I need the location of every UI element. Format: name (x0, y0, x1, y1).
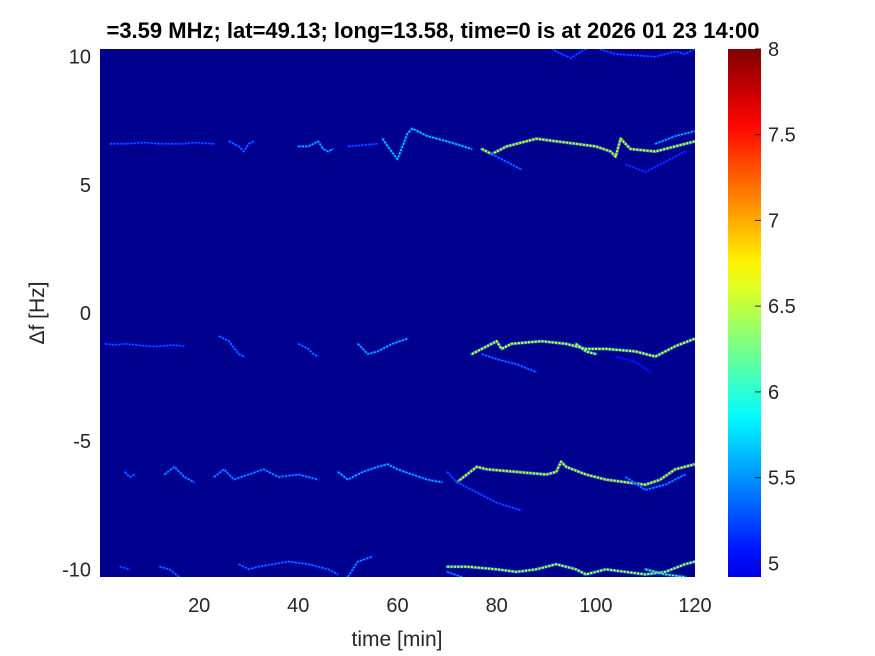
trace-plus6-h (655, 130, 695, 145)
trace-plus6-c (298, 140, 334, 153)
trace-plus6-f (481, 137, 695, 158)
spectrogram-traces (103, 49, 695, 577)
colorbar-tick-label: 7 (768, 210, 779, 232)
y-tick-label: 0 (80, 303, 91, 325)
trace-plus6-e (382, 127, 473, 160)
trace-plus6-a (109, 141, 215, 145)
x-tick-label: 80 (486, 595, 508, 617)
trace-plus6-d (347, 143, 378, 148)
colorbar-tick-label: 8 (768, 39, 779, 61)
y-tick-label: 5 (80, 175, 91, 197)
y-tick-label: -5 (73, 431, 91, 453)
trace-minus1-b (218, 335, 245, 358)
y-axis-label: Δf [Hz] (26, 281, 49, 344)
trace-minus1-h (615, 355, 651, 373)
colorbar-tick-label: 5 (768, 553, 779, 575)
trace-minus10-d (347, 555, 373, 577)
trace-minus1-c (297, 343, 319, 358)
trace-minus10-f (446, 571, 463, 577)
trace-plus6-g (491, 153, 522, 171)
trace-minus6-b (164, 466, 195, 483)
trace-plus6-b (228, 140, 255, 153)
trace-minus6-g (625, 473, 686, 491)
trace-minus10-g (645, 568, 686, 577)
trace-minus10-c (238, 560, 339, 576)
trace-minus6-f-halo (445, 470, 524, 512)
colorbar (728, 49, 761, 577)
y-tick-label: -10 (62, 559, 91, 581)
x-tick-label: 100 (579, 595, 612, 617)
trace-minus1-d (357, 337, 408, 355)
x-tick-label: 60 (386, 595, 408, 617)
x-tick-label: 120 (678, 595, 711, 617)
colorbar-tick-label: 6.5 (768, 296, 796, 318)
colorbar-tick-label: 7.5 (768, 125, 796, 147)
trace-minus10-a (119, 566, 130, 570)
trace-minus10-b (159, 566, 180, 577)
trace-minus6-d (337, 463, 443, 483)
trace-minus1-e (471, 337, 695, 358)
trace-minus1-a (104, 343, 185, 347)
trace-plus6-i (625, 150, 686, 173)
trace-upper-right (551, 49, 695, 59)
trace-minus1-f (575, 343, 597, 355)
colorbar-tick-label: 6 (768, 382, 779, 404)
colorbar-tick-label: 5.5 (768, 468, 796, 490)
y-tick-label: 10 (69, 47, 91, 69)
trace-minus6-c (213, 468, 319, 481)
x-tick-label: 40 (287, 595, 309, 617)
plot-area (100, 49, 695, 577)
trace-minus6-e (456, 460, 695, 486)
x-axis-ticks: 20 40 60 80 100 120 (188, 595, 712, 617)
chart-title: =3.59 MHz; lat=49.13; long=13.58, time=0… (106, 18, 759, 43)
colorbar-ticks: 8 7.5 7 6.5 6 5.5 5 (755, 39, 796, 575)
x-tick-label: 20 (188, 595, 210, 617)
y-axis-ticks: 10 5 0 -5 -10 (62, 47, 91, 582)
x-axis-label: time [min] (351, 628, 442, 651)
trace-minus1-g (481, 353, 537, 373)
trace-minus6-a (124, 471, 136, 478)
